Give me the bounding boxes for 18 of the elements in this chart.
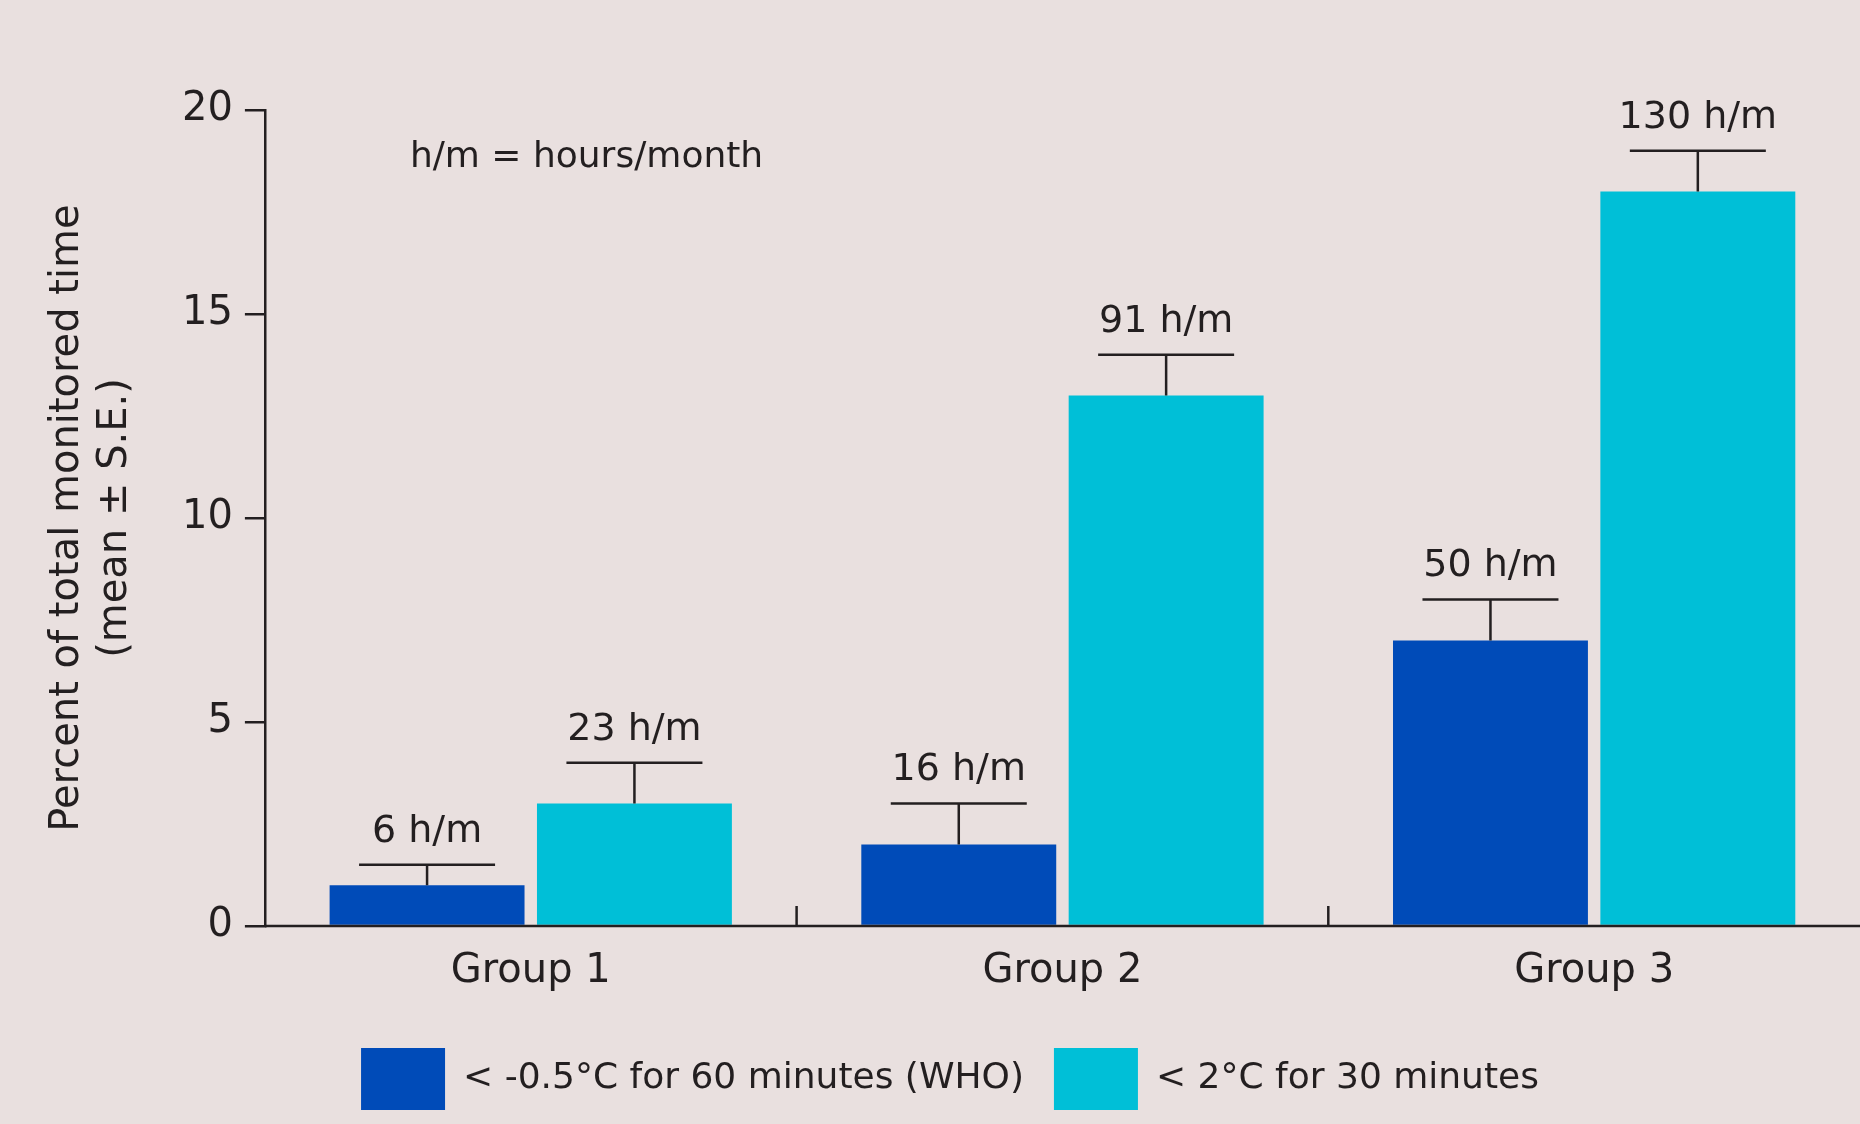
y-tick-label: 15 bbox=[181, 287, 233, 334]
y-axis-title: Percent of total monitored time (mean ± S.E.) bbox=[41, 204, 136, 832]
annotation: 23 h/m bbox=[567, 704, 702, 749]
annotation: 91 h/m bbox=[1098, 296, 1234, 341]
y-tick-label: 5 bbox=[207, 695, 233, 742]
annotation: h/m = hours/month bbox=[409, 134, 764, 176]
legend-label: < -0.5°C for 60 minutes (WHO) bbox=[463, 1055, 1024, 1097]
y-tick-label: 20 bbox=[181, 83, 233, 130]
annotation: 50 h/m bbox=[1423, 541, 1558, 586]
legend-label: < 2°C for 30 minutes bbox=[1155, 1055, 1539, 1097]
annotation: 130 h/m bbox=[1618, 92, 1778, 137]
y-tick-label: 0 bbox=[207, 899, 233, 946]
x-tick-label: Group 1 bbox=[450, 945, 611, 992]
annotation: 6 h/m bbox=[371, 806, 483, 851]
annotation: 16 h/m bbox=[891, 745, 1026, 790]
y-tick-label: 10 bbox=[181, 491, 233, 538]
x-tick-label: Group 3 bbox=[1514, 945, 1675, 992]
x-tick-label: Group 2 bbox=[982, 945, 1143, 992]
